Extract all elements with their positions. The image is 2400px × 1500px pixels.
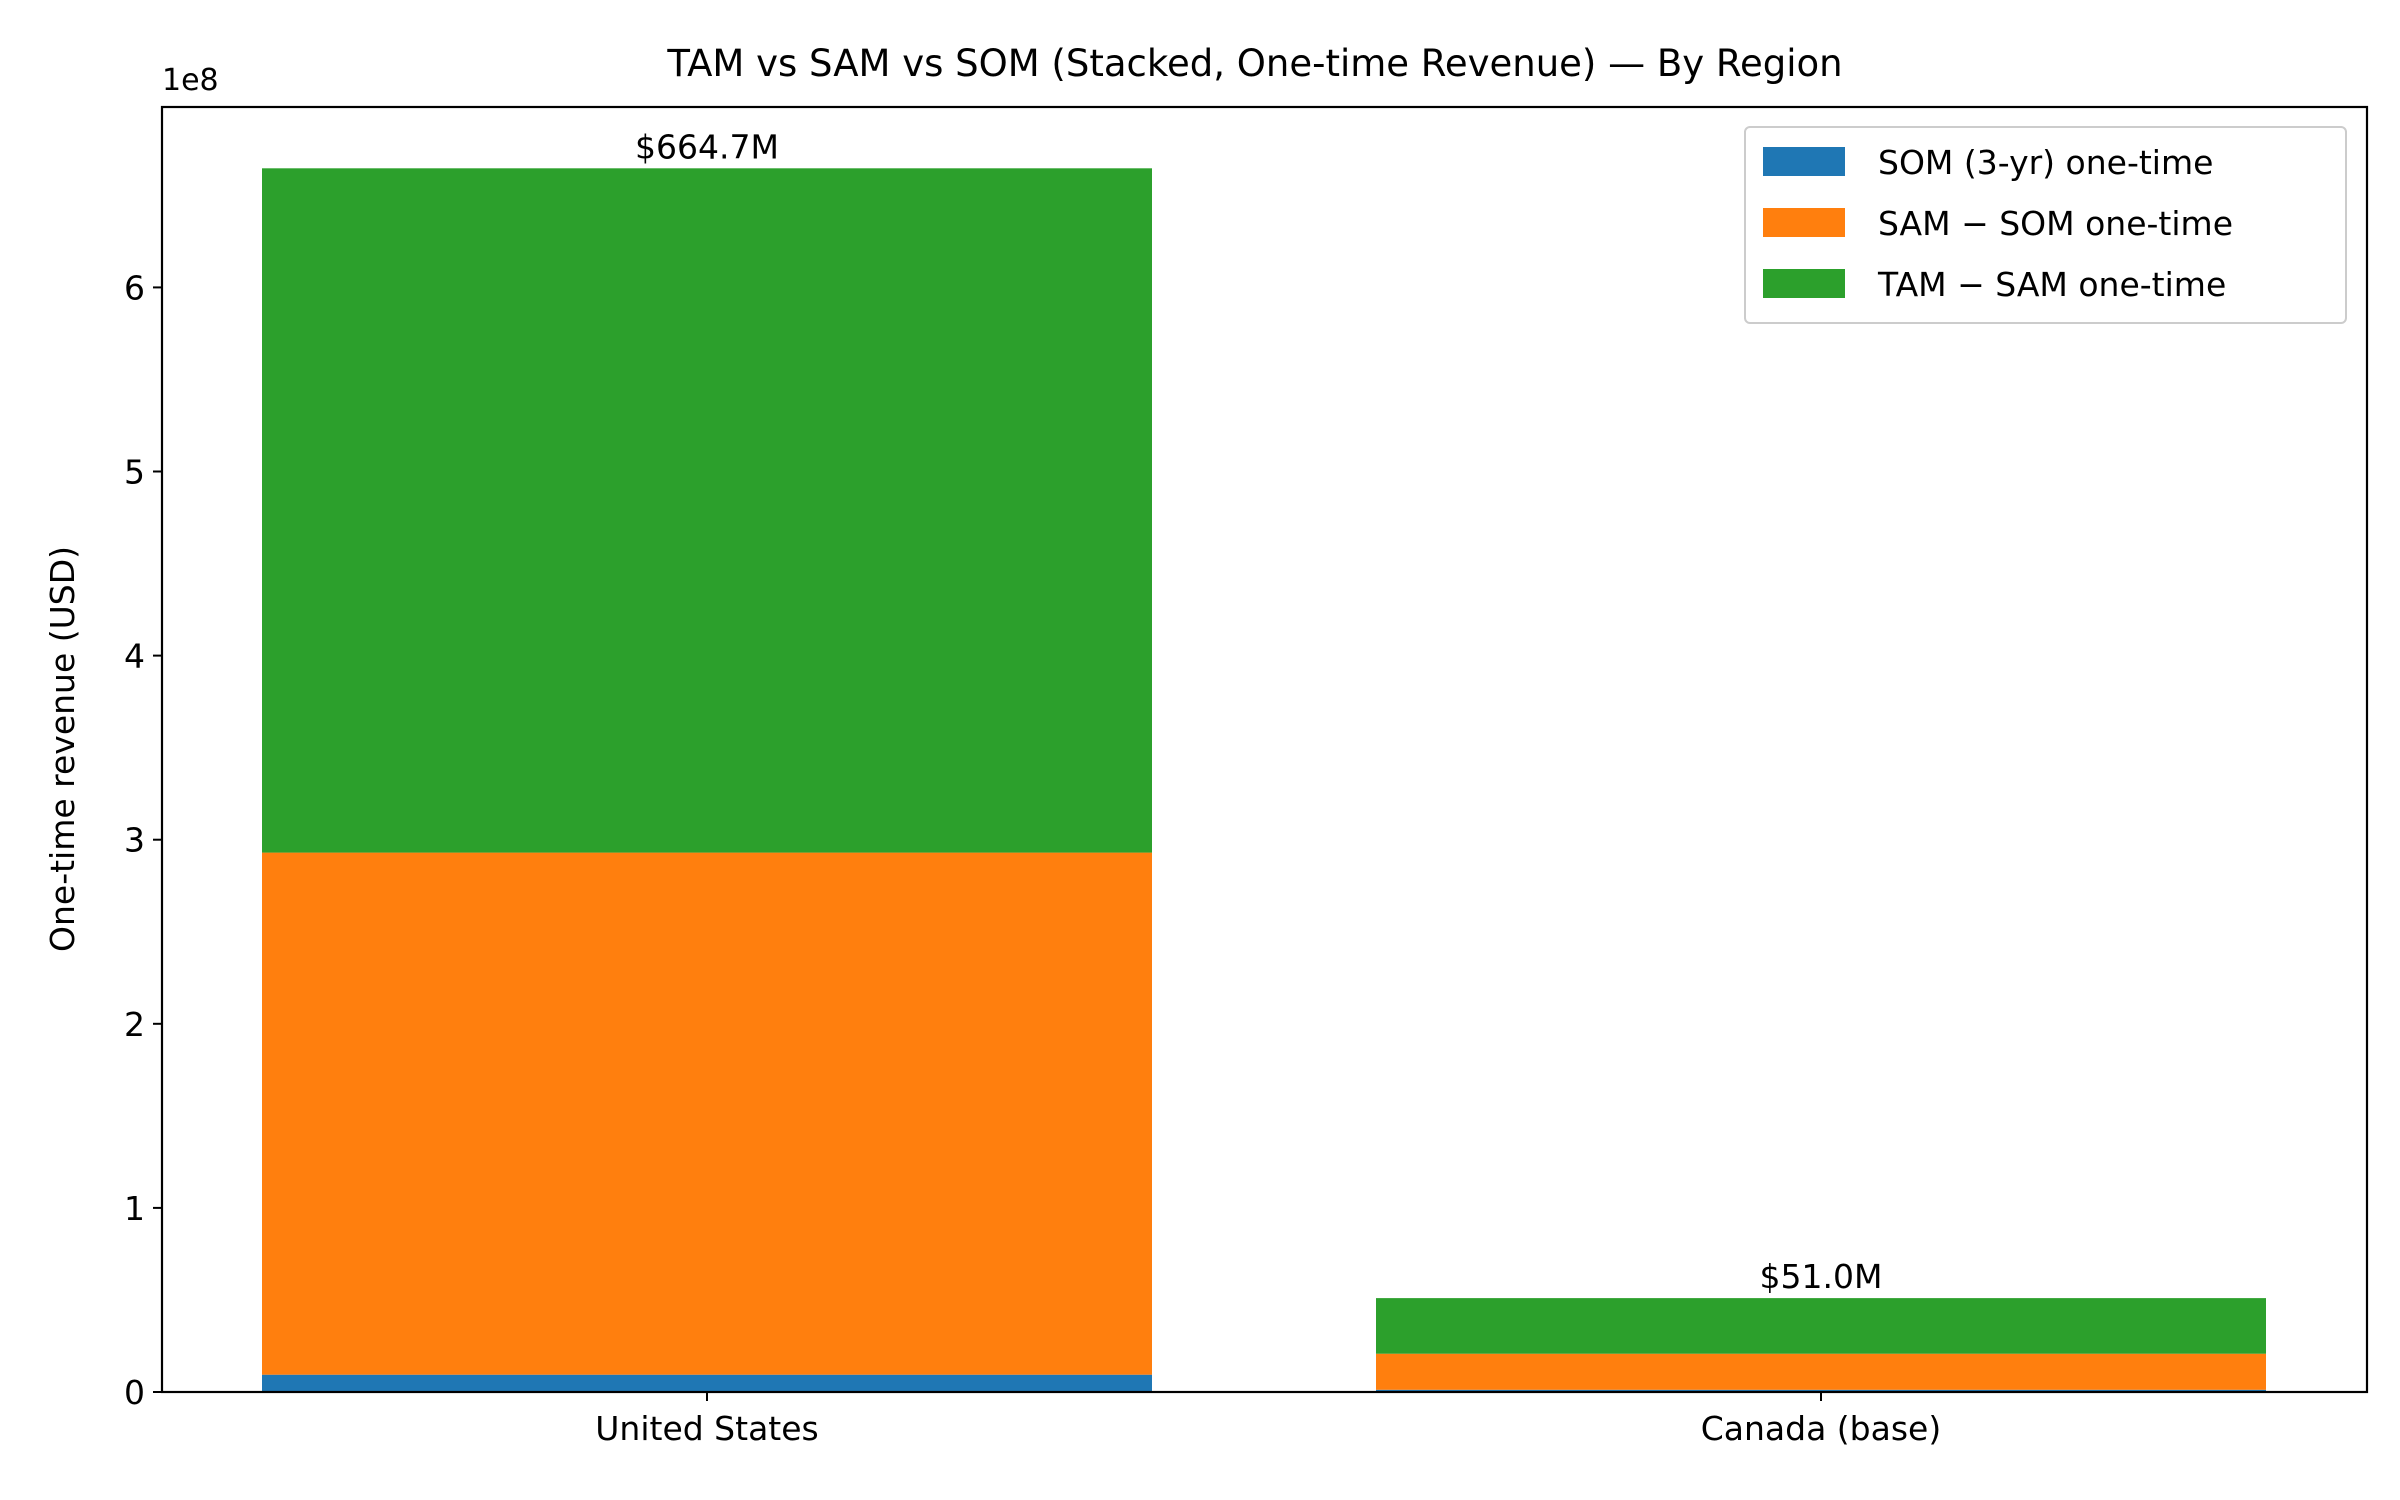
plot-frame bbox=[160, 105, 2369, 1394]
legend-swatch-2 bbox=[1763, 208, 1845, 237]
ticks-group: 0 1 2 3 4 5 6 United States Canada (base) bbox=[124, 268, 1941, 1448]
bar-segment-1-1 bbox=[262, 1374, 1152, 1392]
bar-segment-2-2 bbox=[1376, 1353, 2266, 1390]
y-axis-offset-label: 1e8 bbox=[162, 63, 219, 98]
y-axis-label: One-time revenue (USD) bbox=[43, 546, 82, 952]
y-tick-label: 5 bbox=[124, 453, 145, 492]
bar-segment-2-1 bbox=[1376, 1389, 2266, 1392]
y-tick-label: 2 bbox=[124, 1005, 145, 1044]
bar-segment-1-2 bbox=[262, 852, 1152, 1375]
legend-label-1: SOM (3-yr) one-time bbox=[1878, 143, 2213, 182]
bar-segment-2-3 bbox=[1376, 1298, 2266, 1354]
y-tick-label: 3 bbox=[124, 821, 145, 860]
legend: SOM (3-yr) one-time SAM − SOM one-time TAM… bbox=[1744, 126, 2347, 324]
y-tick-label: 1 bbox=[124, 1189, 145, 1228]
y-tick-label: 6 bbox=[124, 268, 145, 307]
y-tick-label: 4 bbox=[124, 637, 145, 676]
legend-frame bbox=[1744, 126, 2347, 324]
legend-label-2: SAM − SOM one-time bbox=[1878, 204, 2233, 243]
legend-label-3: TAM − SAM one-time bbox=[1877, 265, 2226, 304]
bar-total-label: $664.7M bbox=[635, 127, 779, 166]
y-tick-label: 0 bbox=[124, 1373, 145, 1412]
bar-total-label: $51.0M bbox=[1760, 1257, 1883, 1296]
legend-swatch-1 bbox=[1763, 147, 1845, 176]
x-tick-label: United States bbox=[595, 1409, 818, 1448]
x-tick-label: Canada (base) bbox=[1701, 1409, 1941, 1448]
legend-swatch-3 bbox=[1763, 269, 1845, 298]
chart-title: TAM vs SAM vs SOM (Stacked, One-time Rev… bbox=[666, 42, 1842, 85]
bar-segment-1-3 bbox=[262, 168, 1152, 853]
bars-group: $664.7M $51.0M bbox=[262, 127, 2266, 1392]
